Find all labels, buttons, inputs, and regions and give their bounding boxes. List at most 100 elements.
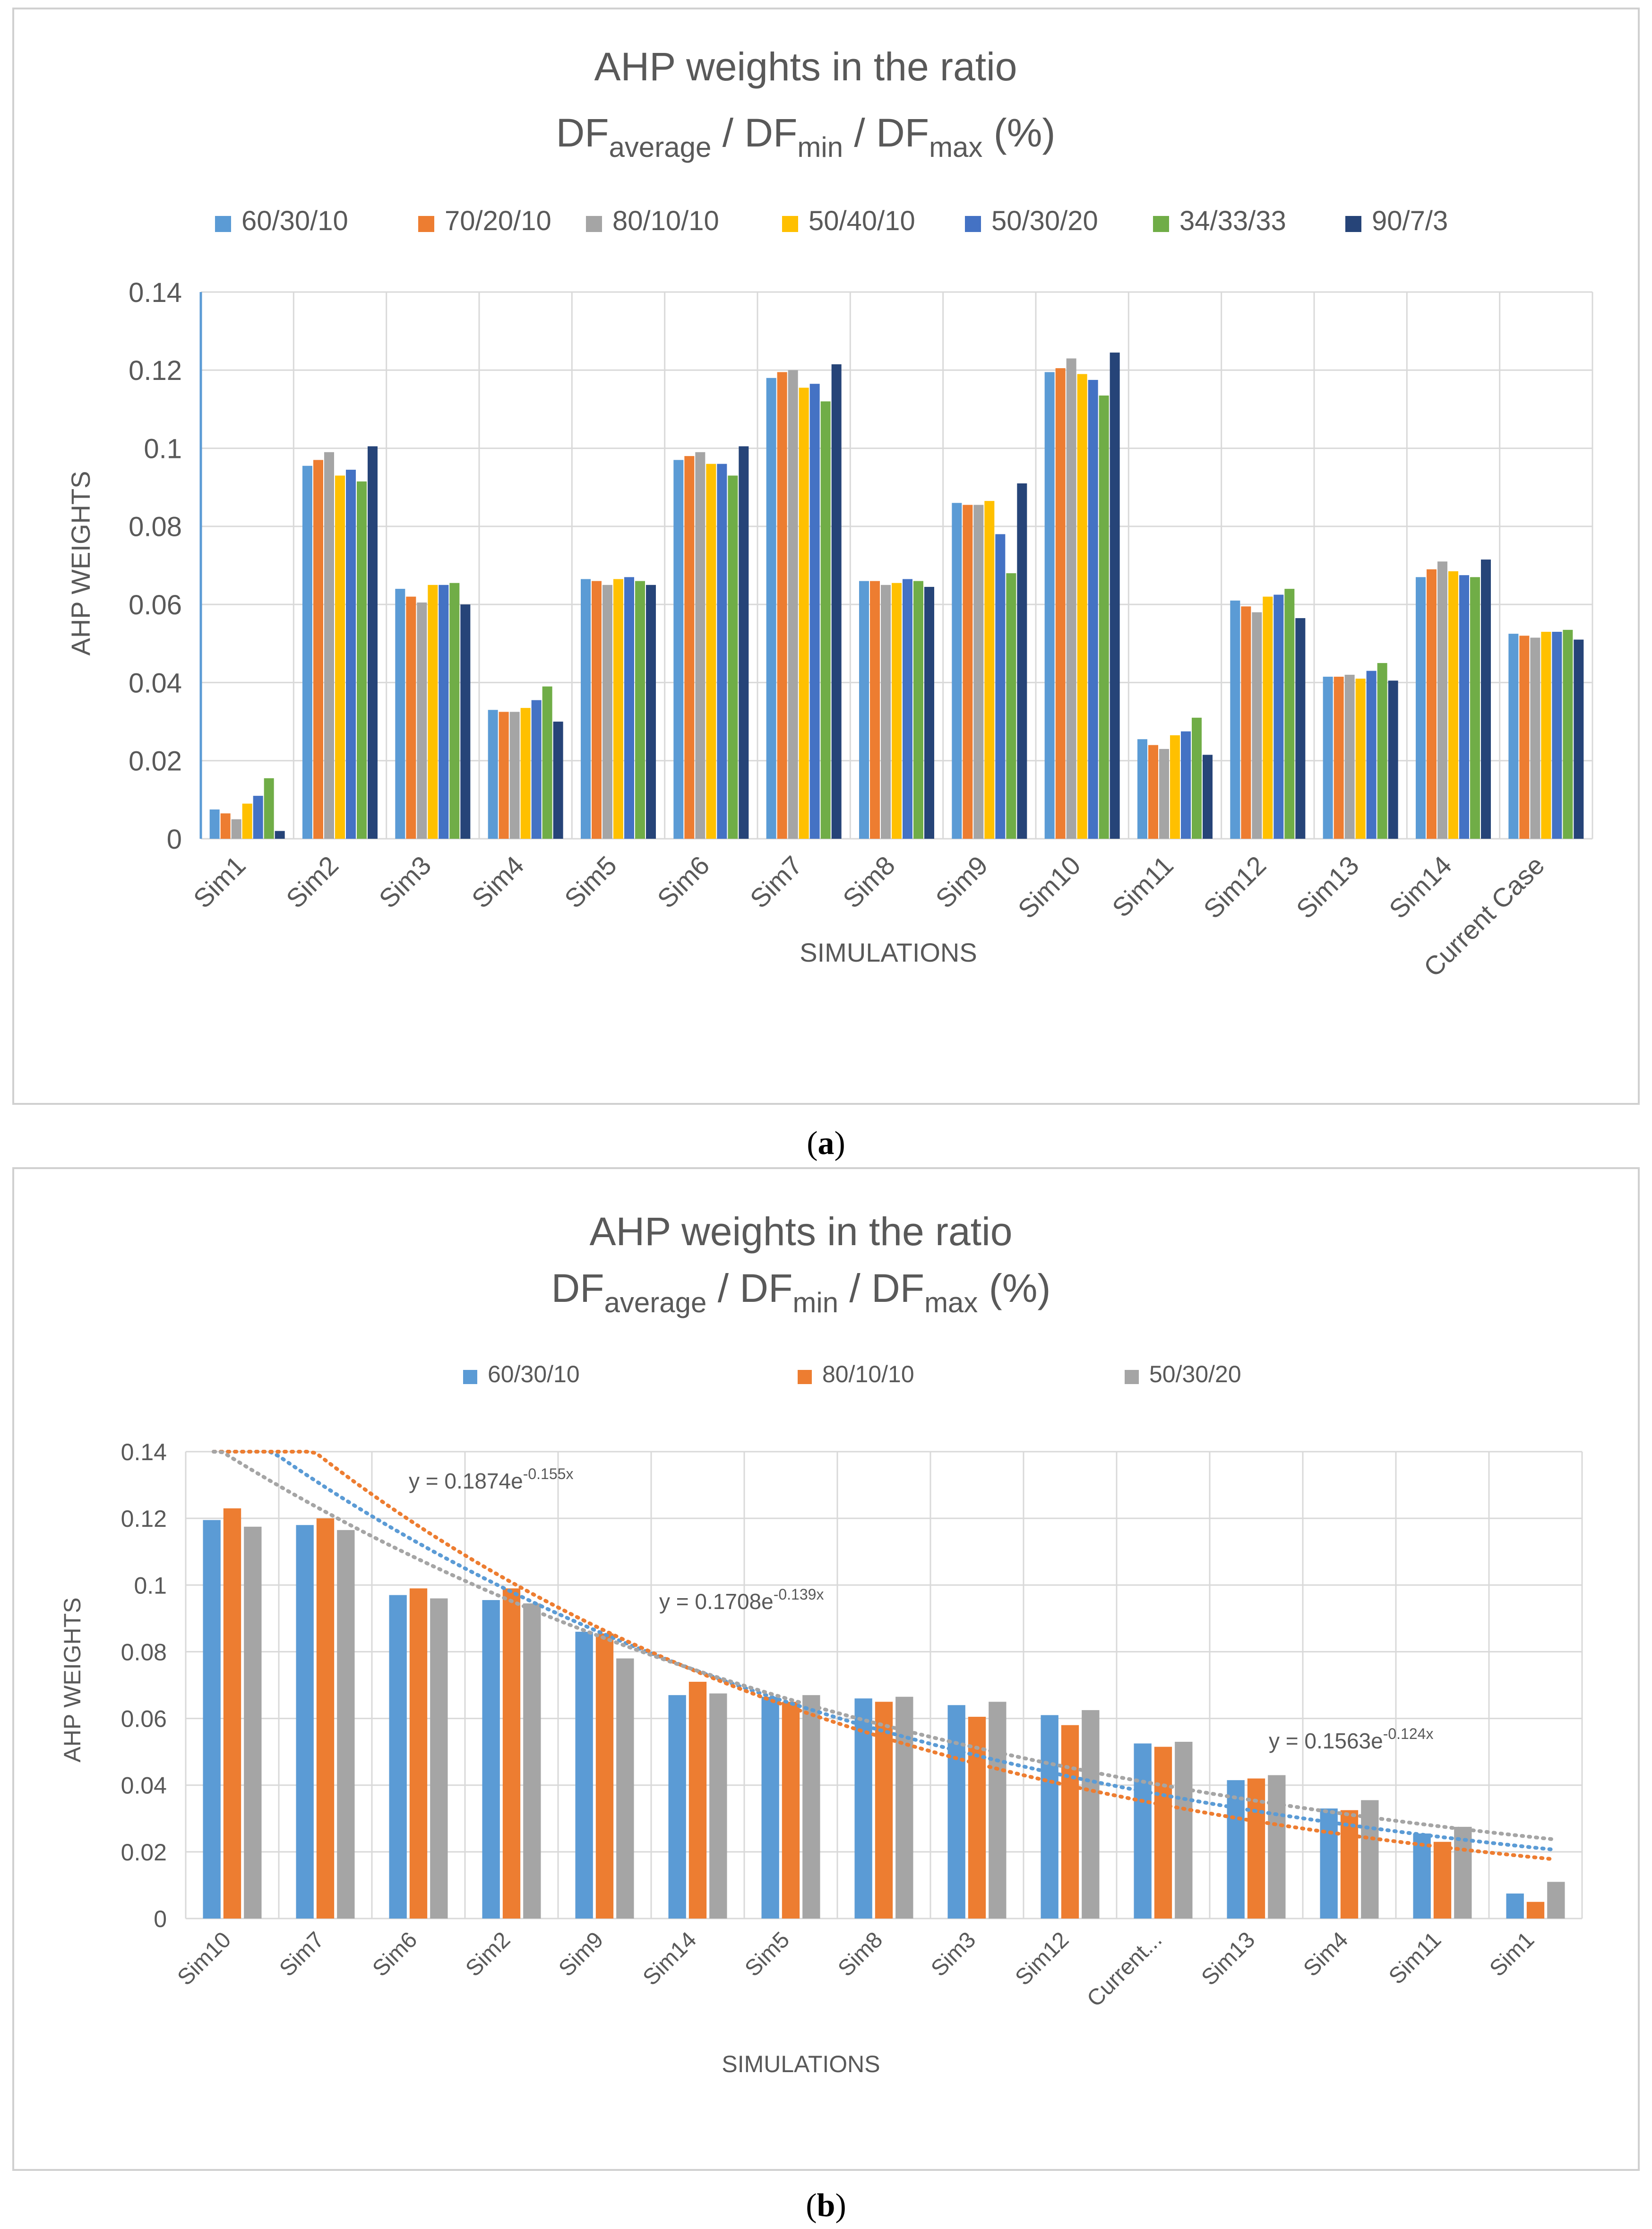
legend-label: 90/7/3 bbox=[1372, 206, 1448, 236]
trendline-equation: y = 0.1874e-0.155x bbox=[409, 1465, 573, 1493]
chart-b-title-df3: / DF bbox=[838, 1266, 924, 1310]
bar bbox=[430, 1598, 448, 1919]
bar bbox=[854, 1698, 872, 1919]
bar bbox=[1519, 636, 1530, 839]
trendline bbox=[212, 1450, 1556, 1861]
bar bbox=[417, 602, 427, 839]
bar bbox=[553, 722, 563, 839]
bar bbox=[449, 583, 460, 839]
bar bbox=[1437, 561, 1448, 839]
legend-label: 50/30/20 bbox=[991, 206, 1098, 236]
bar bbox=[1088, 379, 1098, 839]
bar bbox=[809, 384, 820, 839]
bar bbox=[1416, 577, 1426, 839]
bar bbox=[592, 581, 602, 839]
bar bbox=[209, 809, 220, 839]
bar bbox=[264, 778, 274, 839]
chart-b-title-df1: DF bbox=[551, 1266, 604, 1310]
chart-a-title-df2: / DF bbox=[711, 111, 797, 155]
bar bbox=[302, 465, 313, 839]
bar bbox=[1099, 396, 1109, 839]
chart-a-title-df1: DF bbox=[556, 111, 609, 155]
bar bbox=[831, 364, 842, 839]
chart-a-title-line1: AHP weights in the ratio bbox=[594, 44, 1017, 89]
panel-b-label: (b) bbox=[806, 2187, 846, 2224]
bar bbox=[406, 596, 416, 839]
bar bbox=[367, 446, 378, 839]
bar bbox=[1427, 569, 1437, 839]
legend-label: 60/30/10 bbox=[488, 1361, 580, 1387]
bar bbox=[1413, 1833, 1431, 1919]
bar bbox=[509, 712, 520, 839]
bar bbox=[595, 1633, 614, 1919]
bar bbox=[316, 1518, 335, 1919]
bar bbox=[947, 1705, 965, 1919]
bar bbox=[761, 1696, 779, 1919]
bar bbox=[1175, 1741, 1193, 1919]
bar bbox=[963, 505, 973, 839]
panel-b-letter: b bbox=[817, 2187, 835, 2224]
legend-label: 80/10/10 bbox=[822, 1361, 914, 1387]
bar bbox=[602, 585, 613, 839]
y-tick-label: 0.02 bbox=[129, 746, 182, 777]
bar bbox=[1077, 374, 1087, 839]
bar bbox=[1041, 1715, 1058, 1919]
y-tick-label: 0.08 bbox=[129, 512, 182, 542]
bar bbox=[902, 579, 912, 839]
bar bbox=[335, 475, 345, 839]
bar bbox=[1180, 731, 1191, 839]
panel-a-label: (a) bbox=[807, 1125, 845, 1162]
bar bbox=[1448, 571, 1458, 839]
bar bbox=[1552, 631, 1562, 839]
y-tick-label: 0.12 bbox=[129, 355, 182, 386]
bar bbox=[782, 1702, 800, 1919]
chart-b-title-line2: DFaverage / DFmin / DFmax (%) bbox=[551, 1266, 1051, 1318]
legend-label: 60/30/10 bbox=[241, 206, 348, 236]
bar bbox=[1191, 717, 1202, 839]
bar bbox=[645, 585, 656, 839]
y-tick-label: 0.06 bbox=[121, 1706, 167, 1732]
bar bbox=[345, 470, 356, 839]
y-tick-label: 0.14 bbox=[121, 1439, 167, 1465]
chart-b-title-sub-min: min bbox=[792, 1287, 838, 1318]
bar bbox=[482, 1600, 500, 1919]
chart-b-frame bbox=[12, 1167, 1640, 2171]
bar bbox=[275, 831, 285, 839]
bar bbox=[1454, 1826, 1472, 1919]
y-tick-label: 0 bbox=[154, 1906, 167, 1932]
trendline-equation-base: y = 0.1708e bbox=[659, 1589, 774, 1614]
trendline-equation-exponent: -0.155x bbox=[523, 1465, 574, 1482]
bar bbox=[913, 581, 923, 839]
bar bbox=[1547, 1882, 1565, 1919]
legend-label: 34/33/33 bbox=[1179, 206, 1286, 236]
bar bbox=[460, 604, 471, 839]
bar bbox=[635, 581, 645, 839]
bar bbox=[668, 1695, 686, 1919]
bar bbox=[995, 534, 1006, 839]
bar bbox=[1508, 634, 1519, 839]
panel-a-letter: a bbox=[818, 1125, 835, 1162]
chart-b-xlabel: SIMULATIONS bbox=[722, 2051, 880, 2077]
bar bbox=[1044, 372, 1055, 839]
bar bbox=[777, 372, 787, 839]
legend-swatch bbox=[782, 216, 798, 232]
chart-b-legend: 60/30/10 80/10/10 50/30/20 bbox=[463, 1361, 1241, 1387]
chart-a-legend: 60/30/10 70/20/10 80/10/10 50/40/10 50/30/20… bbox=[215, 206, 1448, 236]
bar bbox=[709, 1693, 727, 1919]
chart-a-title-sub-max: max bbox=[929, 131, 982, 163]
chart-a-title-line2: DFaverage / DFmin / DFmax (%) bbox=[556, 111, 1056, 163]
legend-swatch bbox=[798, 1370, 812, 1384]
bar bbox=[296, 1525, 314, 1919]
chart-b-title-line1: AHP weights in the ratio bbox=[590, 1209, 1013, 1254]
trendline bbox=[212, 1450, 1556, 1852]
bar bbox=[1433, 1842, 1452, 1919]
bar bbox=[1273, 594, 1284, 839]
bar bbox=[1541, 631, 1551, 839]
legend-label: 80/10/10 bbox=[612, 206, 719, 236]
bar bbox=[984, 501, 995, 839]
chart-a-xlabel: SIMULATIONS bbox=[800, 938, 977, 967]
bar bbox=[1159, 749, 1170, 839]
bar bbox=[337, 1530, 355, 1919]
trendline bbox=[212, 1450, 1556, 1842]
